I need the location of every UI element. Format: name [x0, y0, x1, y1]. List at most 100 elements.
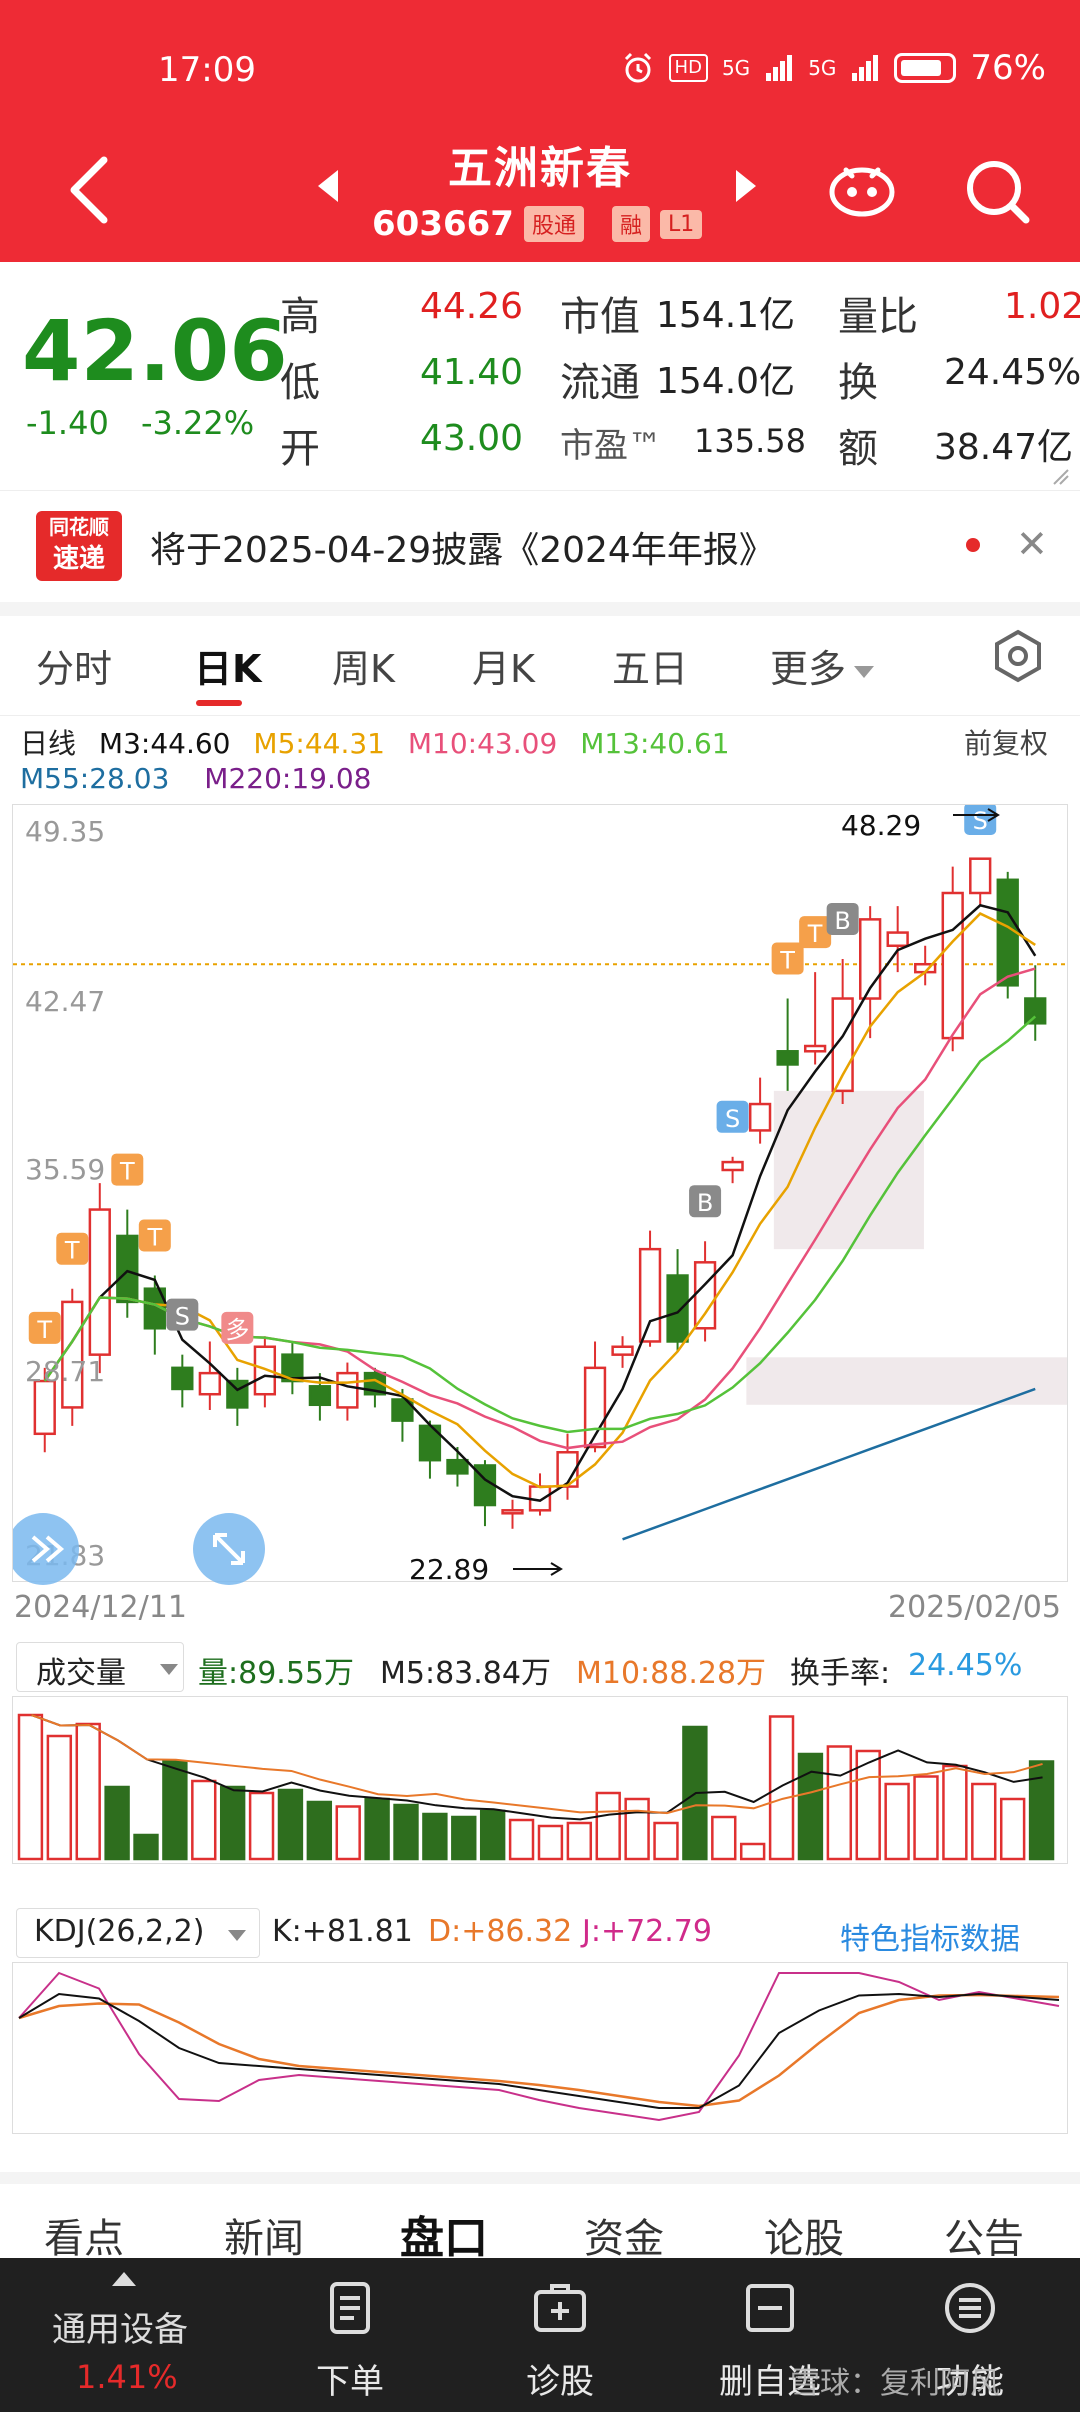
- pe-label: 市盈™: [560, 426, 662, 466]
- ma-legend-row-1: 日线 M3:44.60 M5:44.31 M10:43.09 M13:40.61: [20, 722, 730, 762]
- candle-body: [198, 1371, 221, 1396]
- volume-m5-line: [31, 1714, 1043, 1821]
- volume-bar: [219, 1785, 246, 1861]
- tab-daily-k[interactable]: 日K: [194, 647, 262, 691]
- volume-bar: [162, 1760, 188, 1861]
- volume-bar: [364, 1797, 390, 1861]
- tab-announcements[interactable]: 公告: [944, 2216, 1024, 2262]
- fullscreen-icon[interactable]: [189, 1509, 269, 1589]
- signal-badge: [56, 1232, 89, 1265]
- support-zone: [746, 1357, 1067, 1405]
- signal-icon-2: [852, 55, 879, 81]
- tab-intraday[interactable]: 分时: [36, 647, 113, 691]
- volume-bar: [46, 1734, 73, 1861]
- change-percent: -3.22%: [140, 404, 255, 442]
- volume-bar: [306, 1800, 333, 1861]
- volume-bar: [653, 1821, 679, 1861]
- collapse-panel-icon[interactable]: [13, 1509, 93, 1589]
- candle-body: [336, 1371, 359, 1409]
- candle-body: [391, 1398, 414, 1422]
- tab-funds[interactable]: 资金: [584, 2216, 664, 2262]
- tag-level: L1: [659, 209, 703, 239]
- mcap-label: 市值: [560, 294, 640, 340]
- candle-body: [638, 1247, 662, 1343]
- candle-body: [666, 1274, 689, 1343]
- tab-more[interactable]: 更多: [770, 638, 875, 693]
- hd-badge: HD: [668, 54, 708, 82]
- volume-bar: [133, 1833, 159, 1861]
- kdj-j-value: J:+72.79: [582, 1914, 712, 1949]
- battery-icon: [894, 53, 957, 83]
- prev-stock-button[interactable]: [318, 170, 338, 202]
- functions-button[interactable]: 功能: [880, 2258, 1060, 2412]
- kdj-chart[interactable]: [12, 1962, 1068, 2134]
- tab-highlights[interactable]: 看点: [44, 2216, 124, 2262]
- y-tick-3: 28.71: [25, 1355, 106, 1388]
- ma-line-label: 日线: [20, 727, 77, 760]
- expand-corner-icon[interactable]: [1052, 468, 1070, 486]
- signal-badge: [221, 1311, 254, 1344]
- tab-five-day[interactable]: 五日: [612, 647, 689, 691]
- news-banner[interactable]: 同花顺 速递 将于2025-04-29披露《2024年年报》: [0, 490, 1080, 602]
- close-icon[interactable]: ✕: [1016, 522, 1048, 566]
- volume-bar: [595, 1791, 621, 1861]
- volume-bar: [508, 1818, 535, 1861]
- remove-watchlist-button[interactable]: 删自选: [680, 2258, 860, 2412]
- tab-news[interactable]: 新闻: [224, 2216, 304, 2262]
- ths-flash-logo: 同花顺 速递: [36, 511, 122, 581]
- network-5g-1: 5G: [721, 56, 751, 80]
- volume-bar: [913, 1775, 939, 1861]
- tab-more-label: 更多: [770, 647, 847, 691]
- volume-bar: [537, 1824, 564, 1861]
- vol-ratio-label: 量比: [838, 294, 918, 340]
- volume-bar: [191, 1779, 217, 1861]
- sector-button[interactable]: 通用设备 1.41%: [0, 2258, 250, 2412]
- special-indicator-link[interactable]: 特色指标数据: [840, 1922, 1020, 1957]
- max-price-label: 48.29: [841, 809, 922, 842]
- volume-indicator-select[interactable]: [16, 1642, 184, 1692]
- candle-body: [88, 1208, 111, 1356]
- back-button[interactable]: [60, 150, 120, 230]
- amount-label: 额: [838, 426, 878, 472]
- max-arrow-icon: [953, 808, 1000, 822]
- signal-badge-text: T: [119, 1158, 135, 1186]
- ma-m10: M10:43.09: [407, 727, 558, 760]
- kdj-indicator-select[interactable]: [16, 1908, 260, 1958]
- kdj-label: KDJ(26,2,2): [34, 1914, 205, 1949]
- candle-body: [281, 1353, 304, 1383]
- candle-body: [501, 1509, 524, 1515]
- volume-chart[interactable]: [12, 1696, 1068, 1864]
- volume-bar: [248, 1791, 275, 1861]
- search-icon[interactable]: [962, 156, 1032, 226]
- volume-label: 成交量: [36, 1656, 126, 1691]
- volume-m10: M10:88.28万: [576, 1656, 767, 1691]
- signal-badge-text: T: [807, 920, 823, 948]
- settings-hexagon-icon[interactable]: [990, 628, 1046, 684]
- signal-badge-text: S: [175, 1303, 190, 1331]
- min-price-label: 22.89: [409, 1553, 490, 1586]
- tab-weekly-k[interactable]: 周K: [332, 647, 395, 691]
- chevron-down-icon: [228, 1930, 246, 1941]
- adjust-mode-label[interactable]: 前复权: [964, 727, 1049, 760]
- sector-change: 1.41%: [76, 2358, 178, 2396]
- order-button[interactable]: 下单: [260, 2258, 440, 2412]
- volume-bar: [277, 1788, 304, 1861]
- robot-assistant-icon[interactable]: [826, 156, 898, 220]
- tab-discussion[interactable]: 论股: [764, 2216, 844, 2262]
- candle-body: [446, 1458, 469, 1475]
- tab-monthly-k[interactable]: 月K: [472, 647, 535, 691]
- ma-m3: M3:44.60: [98, 727, 231, 760]
- medkit-icon: [534, 2284, 586, 2332]
- next-stock-button[interactable]: [736, 170, 756, 202]
- tab-order-book[interactable]: 盘口: [400, 2213, 488, 2264]
- stock-title: 五洲新春: [0, 132, 1080, 196]
- kdj-legend: KDJ(26,2,2) K:+81.81 D:+86.32 J:+72.79 特…: [16, 1908, 1066, 1960]
- pe-value: 135.58: [694, 422, 806, 460]
- stock-code-row: 603667 股通 融 L1: [372, 204, 703, 244]
- diagnose-button[interactable]: 诊股: [470, 2258, 650, 2412]
- watermark-text: 雪球：复利阿风: [790, 2366, 1000, 2401]
- ma-m220: M220:19.08: [204, 762, 372, 795]
- kdj-d-line: [18, 1993, 1060, 2108]
